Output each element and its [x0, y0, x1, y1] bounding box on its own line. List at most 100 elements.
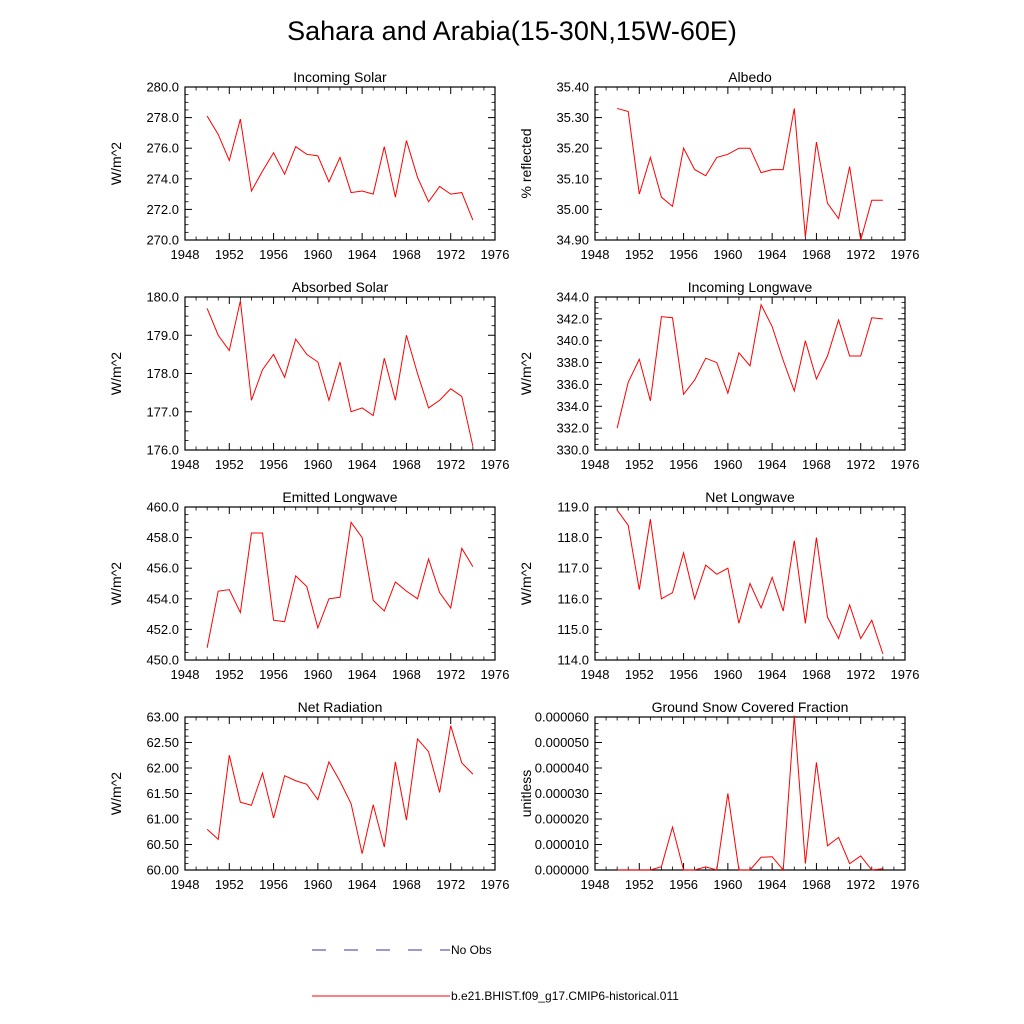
page-title: Sahara and Arabia(15-30N,15W-60E) — [287, 16, 737, 46]
panel-3-ytick-label: 178.0 — [146, 366, 179, 381]
panel-2-xtick-label: 1960 — [713, 247, 742, 262]
panel-5-xtick-label: 1948 — [171, 667, 200, 682]
legend-label-model: b.e21.BHIST.f09_g17.CMIP6-historical.011 — [451, 989, 679, 1003]
panel-8-xtick-label: 1964 — [758, 877, 787, 892]
panel-4-xtick-label: 1952 — [625, 457, 654, 472]
panel-1-ytick-label: 270.0 — [146, 233, 179, 248]
panel-5-xtick-label: 1976 — [481, 667, 510, 682]
panel-7-xtick-label: 1968 — [392, 877, 421, 892]
legend-swatch-obs — [312, 949, 450, 951]
panel-4-xtick-label: 1972 — [846, 457, 875, 472]
panel-8-xtick-label: 1976 — [891, 877, 920, 892]
panel-8-ytick-label: 0.000050 — [535, 735, 589, 750]
panel-6-xtick-label: 1960 — [713, 667, 742, 682]
panel-7-xtick-label: 1952 — [215, 877, 244, 892]
panel-6-xtick-label: 1948 — [581, 667, 610, 682]
panel-1-ytick-label: 280.0 — [146, 80, 179, 95]
panel-6-title: Net Longwave — [705, 489, 795, 505]
panel-3-title: Absorbed Solar — [292, 279, 389, 295]
panel-7-ytick-label: 61.00 — [146, 812, 179, 827]
panel-2-series-line-1 — [617, 107, 883, 241]
panel-1-ytick-label: 276.0 — [146, 141, 179, 156]
panel-4-xtick-label: 1964 — [758, 457, 787, 472]
panel-6-xtick-label: 1952 — [625, 667, 654, 682]
panel-1-ylabel: W/m^2 — [108, 142, 124, 185]
panel-6-ytick-label: 115.0 — [557, 622, 589, 637]
panel-3-xtick-label: 1976 — [481, 457, 510, 472]
panel-8-ytick-label: 0.000060 — [535, 710, 589, 725]
panel-6-xtick-label: 1956 — [669, 667, 698, 682]
panel-4-ylabel: W/m^2 — [518, 352, 534, 395]
panel-5-ylabel: W/m^2 — [108, 562, 124, 605]
panel-8-xtick-label: 1968 — [802, 877, 831, 892]
panel-2-ytick-label: 35.30 — [556, 110, 589, 125]
panel-8-ylabel: unitless — [518, 770, 534, 817]
panel-4-xtick-label: 1960 — [713, 457, 742, 472]
panel-4-ytick-label: 344.0 — [556, 290, 589, 305]
legend-entry-model: b.e21.BHIST.f09_g17.CMIP6-historical.011 — [312, 988, 732, 1004]
panel-3-ytick-label: 177.0 — [146, 404, 179, 419]
panel-6-xtick-label: 1968 — [802, 667, 831, 682]
panel-8-ytick-label: 0.000020 — [535, 812, 589, 827]
panel-5-xtick-label: 1964 — [348, 667, 377, 682]
panel-3-ytick-label: 176.0 — [146, 443, 179, 458]
panel-7-ytick-label: 60.00 — [146, 863, 179, 878]
panel-3-xtick-label: 1956 — [259, 457, 288, 472]
panel-2-xtick-label: 1952 — [625, 247, 654, 262]
panel-1-ytick-label: 278.0 — [146, 110, 179, 125]
panel-8-xtick-label: 1956 — [669, 877, 698, 892]
panel-2-xtick-label: 1948 — [581, 247, 610, 262]
panel-1-xtick-label: 1972 — [436, 247, 465, 262]
panel-3-series-line-1 — [206, 300, 474, 447]
panel-6-xtick-label: 1972 — [846, 667, 875, 682]
panel-7-xtick-label: 1948 — [171, 877, 200, 892]
panel-8-xtick-label: 1952 — [625, 877, 654, 892]
panel-6-xtick-label: 1964 — [758, 667, 787, 682]
panel-8-frame — [594, 716, 906, 871]
panel-2-ytick-label: 35.10 — [556, 171, 589, 186]
panel-5-xtick-label: 1972 — [436, 667, 465, 682]
panel-5-ytick-label: 456.0 — [146, 561, 179, 576]
legend-swatch-model — [312, 995, 450, 997]
panel-4-ytick-label: 332.0 — [556, 421, 589, 436]
panel-8-ytick-label: 0.000000 — [535, 863, 589, 878]
panel-5-frame — [184, 506, 496, 661]
panel-3-ytick-label: 179.0 — [146, 328, 179, 343]
chart-panels: Incoming Solar W/m^2 1948 1952 1956 1960 1964 1… — [108, 69, 920, 892]
panel-1-xtick-label: 1948 — [171, 247, 200, 262]
panel-1-series-line-1 — [206, 115, 474, 221]
panel-2-xtick-label: 1972 — [846, 247, 875, 262]
panel-8-series-line-1 — [617, 715, 883, 872]
panel-7-xtick-label: 1964 — [348, 877, 377, 892]
panel-1-frame — [184, 86, 496, 241]
panel-7-xtick-label: 1976 — [481, 877, 510, 892]
panel-7-title: Net Radiation — [298, 699, 383, 715]
panel-3-ytick-label: 180.0 — [146, 290, 179, 305]
panel-8-xtick-label: 1960 — [713, 877, 742, 892]
panel-3-xtick-label: 1964 — [348, 457, 377, 472]
panel-7-ytick-label: 61.50 — [146, 786, 179, 801]
panel-7-xtick-label: 1972 — [436, 877, 465, 892]
panel-2-xtick-label: 1964 — [758, 247, 787, 262]
panel-7-ytick-label: 62.50 — [146, 735, 179, 750]
panel-7-xtick-label: 1956 — [259, 877, 288, 892]
panel-6-ytick-label: 117.0 — [557, 561, 589, 576]
panel-2-xtick-label: 1968 — [802, 247, 831, 262]
panel-4-ytick-label: 342.0 — [556, 311, 589, 326]
legend-label-obs: No Obs — [451, 943, 492, 957]
panel-5-xtick-label: 1960 — [303, 667, 332, 682]
panel-1-xtick-label: 1964 — [348, 247, 377, 262]
panel-1-xtick-label: 1952 — [215, 247, 244, 262]
panel-3-xtick-label: 1952 — [215, 457, 244, 472]
panel-5-title: Emitted Longwave — [282, 489, 397, 505]
panel-2-ytick-label: 35.00 — [556, 202, 589, 217]
panel-3-xtick-label: 1948 — [171, 457, 200, 472]
panel-5-series-line-1 — [206, 521, 474, 648]
panel-5-xtick-label: 1956 — [259, 667, 288, 682]
panel-4-ytick-label: 336.0 — [556, 377, 589, 392]
panel-5-xtick-label: 1968 — [392, 667, 421, 682]
panel-6-ylabel: W/m^2 — [518, 562, 534, 605]
panel-6-ytick-label: 118.0 — [557, 530, 589, 545]
panel-3-frame — [184, 296, 496, 451]
panel-5-ytick-label: 458.0 — [146, 530, 179, 545]
